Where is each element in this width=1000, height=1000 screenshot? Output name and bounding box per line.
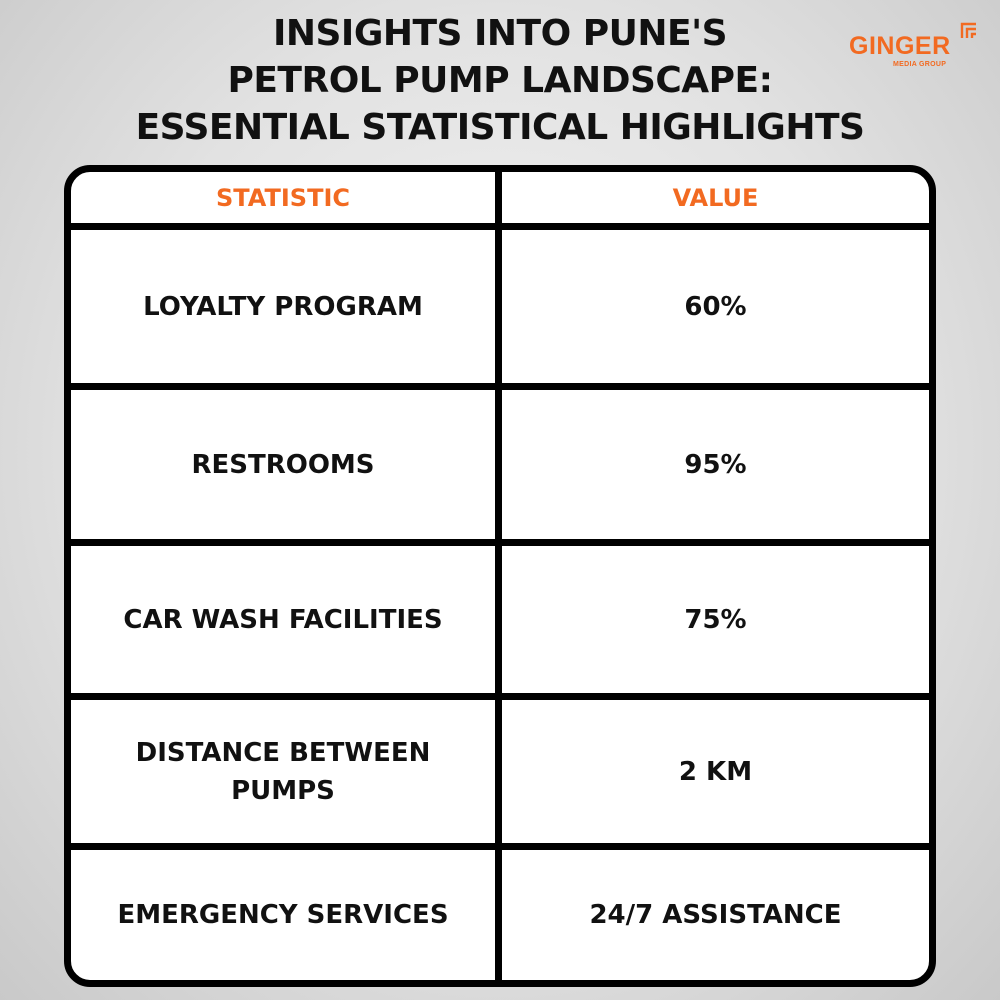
value-cell: 2 KM xyxy=(678,756,753,787)
statistic-cell: LOYALTY PROGRAM xyxy=(71,230,502,383)
title-line-3: ESSENTIAL STATISTICAL HIGHLIGHTS xyxy=(135,107,865,148)
statistic-cell: DISTANCE BETWEEN PUMPS xyxy=(71,700,502,843)
value-cell: 60% xyxy=(684,291,747,322)
ginger-logo-icon xyxy=(960,22,976,38)
value-cell: 24/7 ASSISTANCE xyxy=(589,900,842,930)
value-cell: 95% xyxy=(684,449,747,480)
table-row: DISTANCE BETWEEN PUMPS 2 KM xyxy=(71,693,929,843)
table-row: CAR WASH FACILITIES 75% xyxy=(71,539,929,693)
statistic-cell: CAR WASH FACILITIES xyxy=(71,546,502,693)
column-header-statistic: STATISTIC xyxy=(71,172,502,223)
page-title: INSIGHTS INTO PUNE'S PETROL PUMP LANDSCA… xyxy=(60,10,940,151)
table-row: EMERGENCY SERVICES 24/7 ASSISTANCE xyxy=(71,843,929,980)
value-cell: 75% xyxy=(684,604,747,635)
brand-logo: GINGER MEDIA GROUP xyxy=(845,18,995,78)
column-header-value: VALUE xyxy=(672,183,759,212)
logo-tagline: MEDIA GROUP xyxy=(893,61,947,68)
statistic-cell: EMERGENCY SERVICES xyxy=(71,850,502,980)
title-line-1: INSIGHTS INTO PUNE'S xyxy=(272,13,728,54)
table-row: LOYALTY PROGRAM 60% xyxy=(71,223,929,383)
statistic-cell: RESTROOMS xyxy=(71,390,502,539)
statistics-table: STATISTIC VALUE LOYALTY PROGRAM 60% REST… xyxy=(64,165,936,987)
title-line-2: PETROL PUMP LANDSCAPE: xyxy=(227,60,773,101)
logo-wordmark: GINGER xyxy=(849,32,951,60)
table-row: RESTROOMS 95% xyxy=(71,383,929,539)
table-header-row: STATISTIC VALUE xyxy=(71,172,929,223)
